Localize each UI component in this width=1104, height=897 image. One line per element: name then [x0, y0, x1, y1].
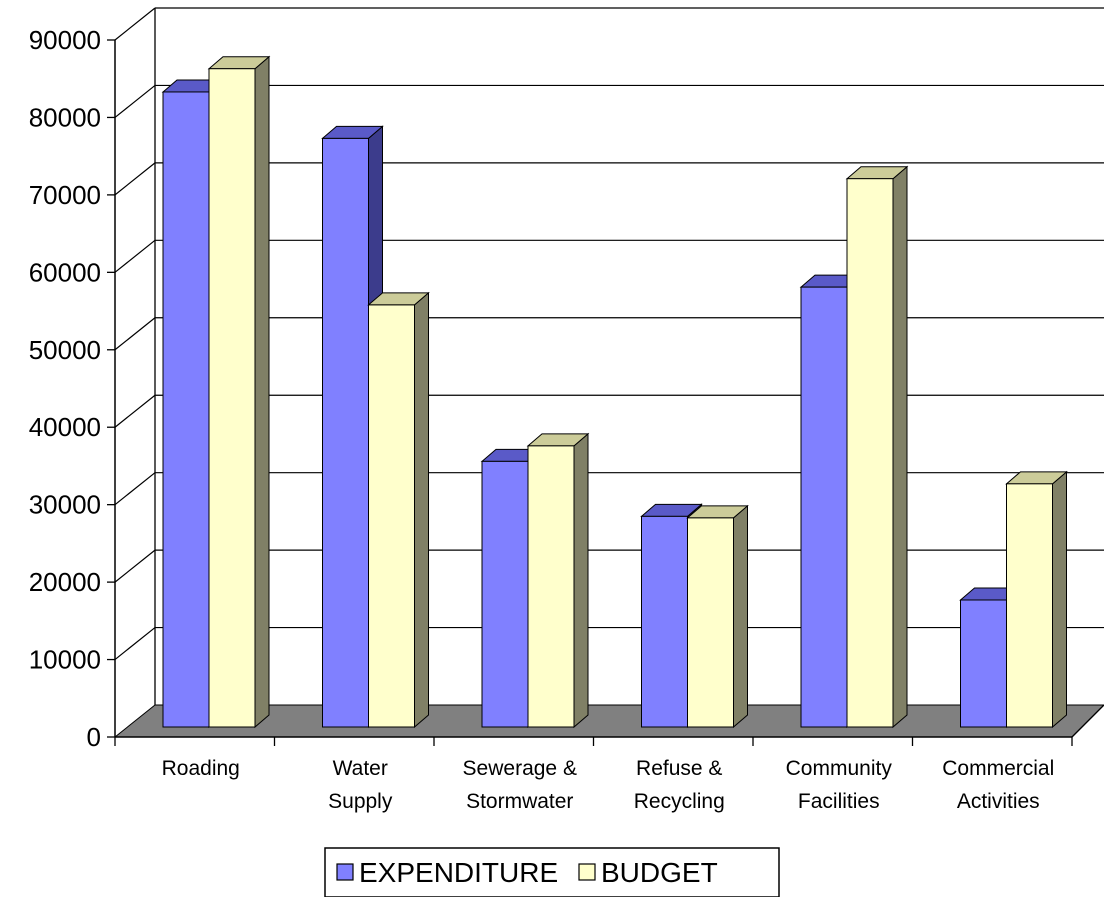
gridline-side	[114, 394, 156, 428]
bars	[161, 55, 1068, 729]
bar-budget	[368, 304, 415, 728]
x-category-label-line: Water	[333, 757, 388, 780]
bar-budget	[527, 445, 575, 728]
x-category-label-line: Stormwater	[466, 790, 573, 813]
bar-budget	[687, 517, 734, 728]
bar-side-budget	[573, 432, 589, 729]
y-tick-label: 0	[87, 722, 101, 752]
bar-budget	[208, 68, 256, 728]
x-category-label: Sewerage & Stormwater	[463, 757, 577, 813]
y-axis-tick-labels: 0 10000 20000 30000 40000 50000 60000 70000 8000…	[29, 25, 101, 752]
x-category-label-line: Refuse &	[636, 757, 722, 780]
legend-label-budget: BUDGET	[601, 857, 718, 888]
x-category-label-line: Facilities	[798, 790, 880, 813]
floor-edge	[1071, 704, 1104, 738]
legend-swatch-expenditure	[336, 863, 354, 881]
x-category-label-line: Commercial	[942, 757, 1054, 780]
y-tick-label: 80000	[29, 102, 101, 132]
x-category-label-line: Sewerage &	[463, 757, 577, 780]
gridline-side	[114, 627, 156, 661]
legend-box	[324, 847, 780, 897]
bar-expenditure	[162, 91, 210, 728]
legend-swatch-budget	[578, 863, 596, 881]
x-category-label: Water Supply	[328, 757, 393, 813]
bar-budget	[846, 178, 894, 728]
x-category-label: Commercial Activities	[942, 757, 1054, 813]
bar-side-budget	[1052, 470, 1067, 729]
gridline-side	[114, 549, 156, 583]
x-category-label-line: Recycling	[634, 790, 725, 813]
x-category-label-line: Activities	[957, 790, 1040, 813]
gridline-side	[114, 7, 156, 41]
bar-expenditure	[960, 599, 1007, 728]
legend: EXPENDITURE BUDGET	[324, 847, 780, 897]
bar-expenditure	[322, 137, 369, 728]
y-tick-label: 50000	[29, 335, 101, 365]
x-axis-category-labels: Roading Water Supply Sewerage & Stormwater Re…	[162, 757, 1055, 813]
bar-side-budget	[414, 291, 429, 729]
y-tick-label: 20000	[29, 567, 101, 597]
gridline-side	[114, 84, 156, 118]
y-tick-label: 40000	[29, 412, 101, 442]
gridline-side	[114, 472, 156, 506]
y-tick-label: 10000	[29, 645, 101, 675]
bar-expenditure	[481, 460, 529, 728]
gridline-side	[114, 239, 156, 273]
gridline-side	[114, 162, 156, 196]
x-category-label-line: Community	[786, 757, 893, 780]
bar-expenditure	[641, 515, 688, 728]
x-category-label-line: Roading	[162, 757, 240, 780]
gridline-side	[114, 317, 156, 351]
bar-side-budget	[733, 504, 748, 729]
bar-budget	[1006, 483, 1053, 728]
bar-side-budget	[254, 55, 270, 729]
x-category-label-line: Supply	[328, 790, 393, 813]
y-tick-label: 90000	[29, 25, 101, 55]
x-category-label: Community Facilities	[786, 757, 893, 813]
x-category-label: Roading	[162, 757, 240, 780]
bar-side-budget	[892, 165, 908, 729]
axes	[107, 39, 1104, 746]
bar-expenditure	[800, 286, 848, 728]
y-tick-label: 60000	[29, 257, 101, 287]
y-tick-label: 30000	[29, 490, 101, 520]
legend-label-expenditure: EXPENDITURE	[359, 857, 558, 888]
gridlines	[114, 7, 1104, 661]
y-tick-label: 70000	[29, 180, 101, 210]
x-category-label: Refuse & Recycling	[634, 757, 725, 813]
